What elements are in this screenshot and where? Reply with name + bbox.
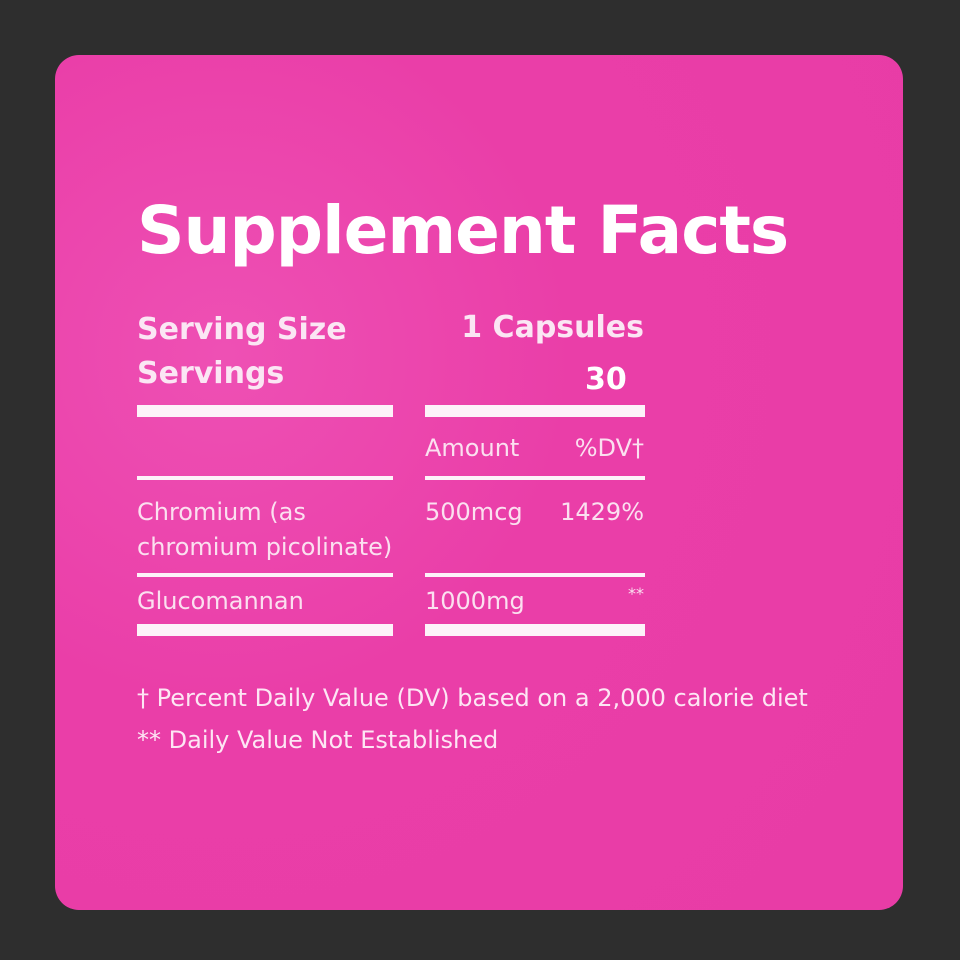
ingredient-name: Glucomannan bbox=[137, 587, 304, 615]
divider bbox=[137, 405, 393, 417]
divider bbox=[137, 624, 393, 636]
divider bbox=[425, 573, 645, 577]
ingredient-dv: ** bbox=[628, 584, 644, 603]
serving-size-value: 1 Capsules bbox=[461, 310, 644, 345]
ingredient-name-cont: chromium picolinate) bbox=[137, 533, 393, 561]
ingredient-amount: 1000mg bbox=[425, 587, 525, 615]
page-title: Supplement Facts bbox=[137, 192, 789, 269]
divider bbox=[425, 405, 645, 417]
divider bbox=[425, 624, 645, 636]
divider bbox=[137, 573, 393, 577]
supplement-facts-card bbox=[55, 55, 903, 910]
ingredient-amount: 500mcg bbox=[425, 498, 523, 526]
ingredient-name: Chromium (as bbox=[137, 498, 306, 526]
divider bbox=[137, 476, 393, 480]
servings-label: Servings bbox=[137, 356, 285, 391]
footnote-dv: † Percent Daily Value (DV) based on a 2,… bbox=[137, 684, 808, 712]
divider bbox=[425, 476, 645, 480]
dv-header: %DV† bbox=[574, 434, 644, 462]
ingredient-dv: 1429% bbox=[560, 498, 644, 526]
amount-header: Amount bbox=[425, 434, 520, 462]
serving-size-label: Serving Size bbox=[137, 312, 347, 347]
servings-value: 30 bbox=[585, 362, 627, 397]
footnote-not-established: ** Daily Value Not Established bbox=[137, 726, 499, 754]
